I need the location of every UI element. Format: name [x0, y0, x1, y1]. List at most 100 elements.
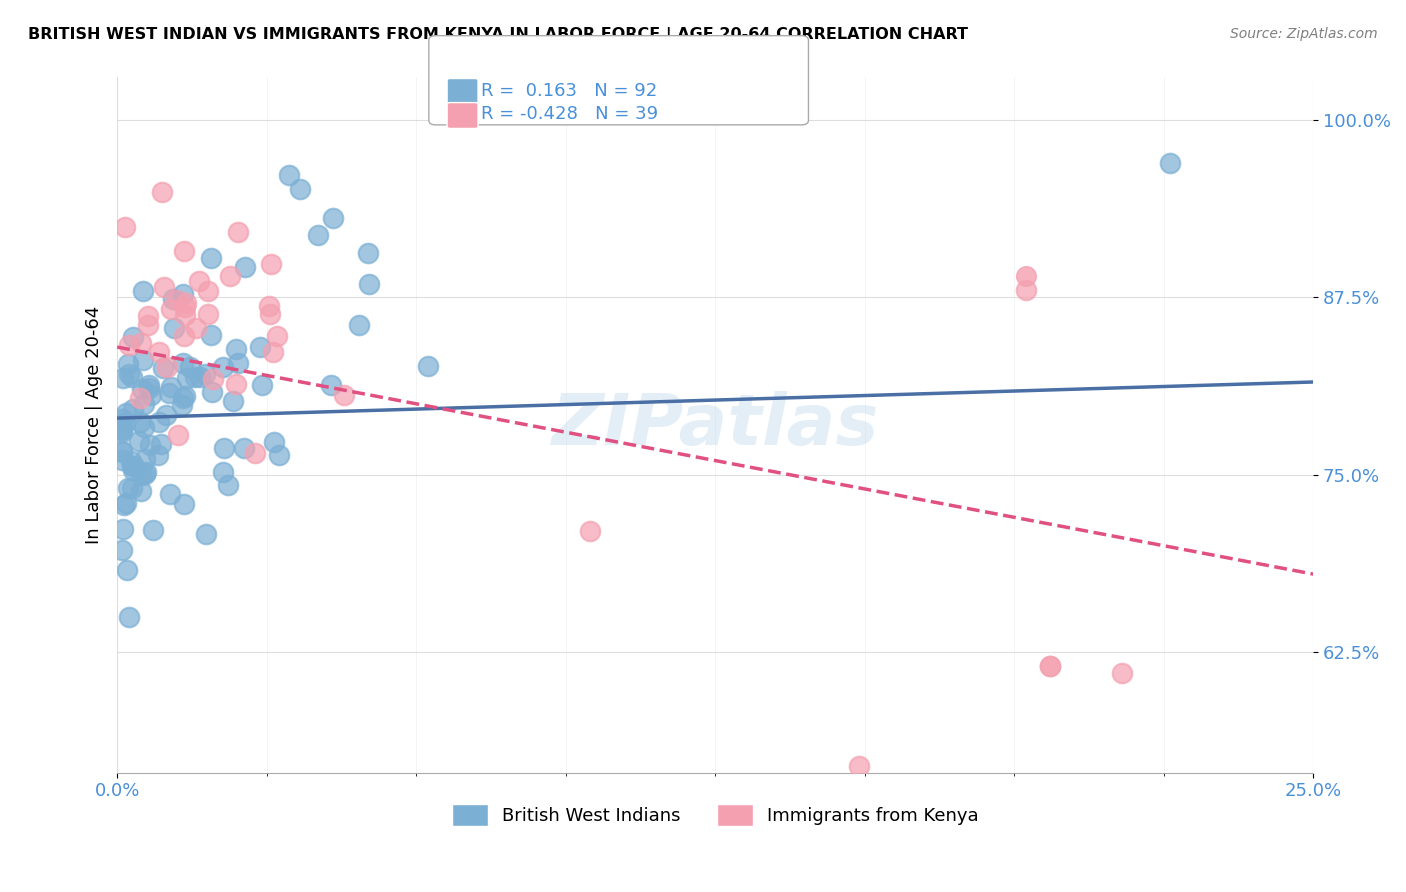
Point	[225, 376, 247, 391]
Point	[173, 497, 195, 511]
Point	[132, 352, 155, 367]
Point	[166, 293, 188, 308]
Point	[138, 381, 160, 395]
Point	[249, 340, 271, 354]
Point	[332, 388, 354, 402]
Point	[278, 168, 301, 182]
Point	[201, 385, 224, 400]
Point	[357, 246, 380, 260]
Point	[219, 268, 242, 283]
Point	[148, 415, 170, 429]
Point	[197, 307, 219, 321]
Point	[111, 453, 134, 467]
Point	[212, 465, 235, 479]
Point	[235, 260, 257, 275]
Point	[225, 342, 247, 356]
Point	[112, 498, 135, 512]
Point	[146, 448, 169, 462]
Point	[118, 338, 141, 352]
Point	[129, 391, 152, 405]
Point	[128, 434, 150, 448]
Point	[1111, 666, 1133, 681]
Point	[131, 382, 153, 396]
Point	[1015, 283, 1038, 297]
Point	[347, 318, 370, 333]
Point	[162, 293, 184, 307]
Point	[578, 524, 600, 539]
Point	[118, 367, 141, 381]
Point	[111, 425, 134, 439]
Point	[129, 335, 152, 350]
Point	[118, 609, 141, 624]
Point	[139, 437, 162, 451]
Point	[114, 219, 136, 234]
Point	[172, 286, 194, 301]
Point	[266, 329, 288, 343]
Point	[132, 397, 155, 411]
Point	[134, 452, 156, 467]
Point	[152, 361, 174, 376]
Point	[197, 285, 219, 299]
Point	[122, 330, 145, 344]
Point	[184, 321, 207, 335]
Point	[159, 487, 181, 501]
Point	[111, 444, 134, 458]
Point	[111, 542, 134, 557]
Point	[136, 318, 159, 332]
Point	[122, 402, 145, 417]
Point	[212, 360, 235, 375]
Point	[153, 279, 176, 293]
Point	[148, 344, 170, 359]
Point	[159, 380, 181, 394]
Point	[170, 398, 193, 412]
Point	[245, 446, 267, 460]
Point	[132, 284, 155, 298]
Point	[167, 428, 190, 442]
Point	[194, 368, 217, 382]
Point	[114, 415, 136, 429]
Point	[288, 182, 311, 196]
Point	[172, 391, 194, 405]
Point	[222, 394, 245, 409]
Point	[188, 370, 211, 384]
Point	[111, 370, 134, 384]
Point	[217, 478, 239, 492]
Point	[1159, 155, 1181, 169]
Point	[149, 436, 172, 450]
Point	[322, 211, 344, 225]
Point	[259, 307, 281, 321]
Text: ZIPatlas: ZIPatlas	[551, 391, 879, 459]
Point	[115, 406, 138, 420]
Point	[131, 468, 153, 483]
Point	[174, 308, 197, 322]
Point	[156, 360, 179, 375]
Point	[111, 412, 134, 426]
Point	[173, 244, 195, 258]
Point	[1039, 659, 1062, 673]
Point	[184, 369, 207, 384]
Text: R = -0.428   N = 39: R = -0.428 N = 39	[481, 105, 658, 123]
Point	[157, 386, 180, 401]
Point	[150, 186, 173, 200]
Point	[111, 522, 134, 536]
Point	[176, 370, 198, 384]
Point	[1015, 269, 1038, 284]
Point	[202, 372, 225, 386]
Point	[319, 378, 342, 392]
Point	[124, 459, 146, 474]
Point	[160, 302, 183, 317]
Point	[135, 465, 157, 479]
Point	[139, 388, 162, 402]
Point	[111, 445, 134, 459]
Point	[1039, 659, 1062, 673]
Point	[200, 327, 222, 342]
Point	[141, 523, 163, 537]
Point	[308, 228, 330, 243]
Point	[138, 377, 160, 392]
Point	[263, 435, 285, 450]
Point	[174, 296, 197, 310]
Point	[232, 442, 254, 456]
Point	[173, 300, 195, 314]
Point	[121, 370, 143, 384]
Point	[134, 467, 156, 482]
